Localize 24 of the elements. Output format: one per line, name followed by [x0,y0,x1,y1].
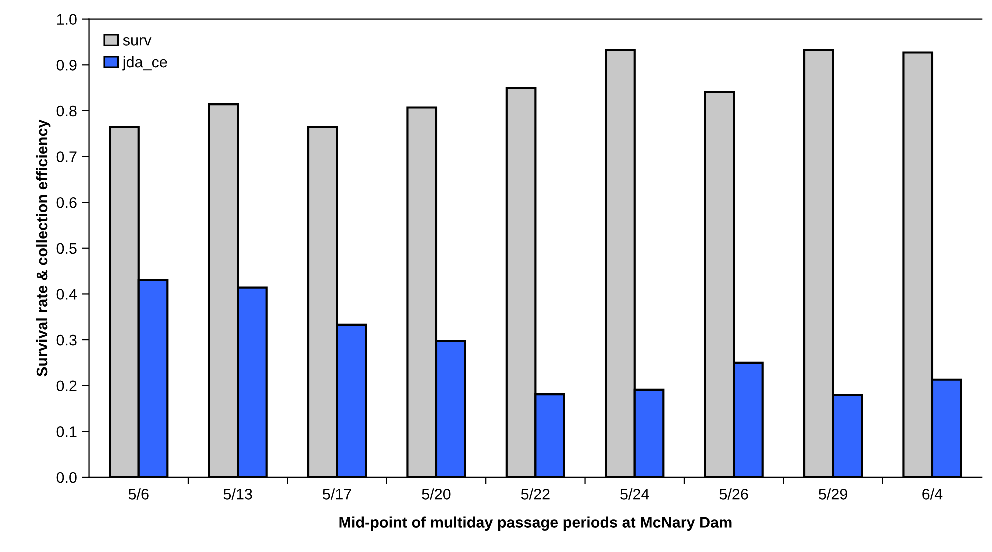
x-tick-label: 5/26 [720,488,748,500]
y-axis-title: Survival rate & collection efficiency [36,120,51,377]
x-tick-label: 5/20 [422,488,451,500]
y-tick-label: 0.3 [56,334,77,346]
legend-label: surv [123,37,152,46]
x-tick-label: 6/4 [922,488,943,500]
x-tick-label: 5/22 [521,488,550,500]
y-tick-label: 0.5 [56,243,77,254]
y-tick-label: 0.1 [56,426,77,438]
x-tick-label: 5/13 [224,488,252,500]
y-tick-label: 0.9 [56,60,77,71]
y-tick-label: 0.4 [56,289,78,300]
y-tick-label: 0.0 [56,472,77,484]
y-tick-label: 0.6 [56,197,77,208]
y-tick-label: 0.8 [56,106,77,117]
x-tick-label: 5/6 [128,488,149,500]
x-tick-label: 5/29 [819,488,848,500]
x-axis-title: Mid-point of multiday passage periods at McNary Dam [340,516,732,532]
legend-label: jda_ce [122,56,168,71]
x-tick-label: 5/24 [620,488,650,500]
y-tick-label: 0.7 [56,152,77,162]
y-tick-label: 1.0 [57,14,77,26]
y-tick-label: 0.2 [56,380,77,392]
x-tick-label: 5/17 [323,488,352,500]
